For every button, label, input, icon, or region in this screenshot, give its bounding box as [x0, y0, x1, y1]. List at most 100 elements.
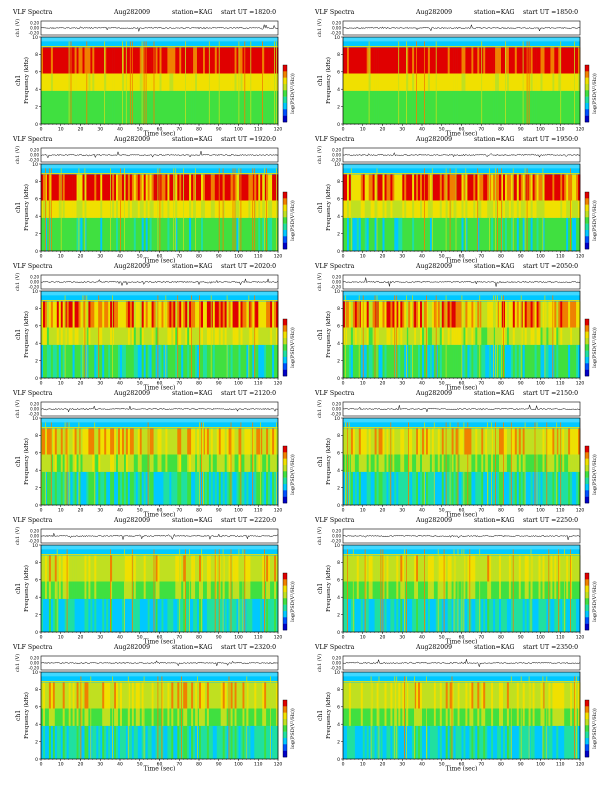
spectrum-cell: [104, 73, 107, 91]
spectrum-cell: [224, 200, 227, 218]
spectrum-cell: [414, 428, 417, 455]
spectrum-cell: [420, 327, 423, 345]
spectrum-cell: [56, 428, 60, 455]
spectrum-cell: [208, 174, 212, 201]
spectrum-cell: [512, 428, 516, 455]
spectrum-cell: [376, 471, 379, 505]
spectrum-cell: [467, 454, 470, 472]
spectrum-cell: [384, 344, 387, 378]
spectrum-cell: [68, 73, 71, 91]
spectrum-cell: [564, 471, 567, 505]
spectrum-cell: [362, 471, 366, 505]
spectrum-cell: [380, 581, 383, 599]
spectrum-cell: [236, 90, 239, 124]
band-top: [41, 37, 278, 42]
spectrum-cell: [431, 555, 435, 582]
time-tick-label: 80: [196, 508, 202, 514]
spectrum-cell: [203, 174, 206, 201]
spectrum-cell: [422, 73, 425, 91]
spectrum-cell: [240, 598, 243, 632]
spectrum-cell: [499, 581, 502, 599]
spectrum-cell: [510, 454, 514, 472]
spectrum-cell: [264, 174, 267, 201]
spectrum-cell: [520, 90, 524, 124]
spectrum-cell: [526, 73, 529, 91]
spectrum-cell: [106, 47, 109, 74]
spectrum-cell: [118, 217, 121, 251]
spectrum-cell: [356, 428, 360, 455]
spectrum-cell: [485, 555, 488, 582]
wave-axis-label: ch1 (V): [316, 400, 323, 418]
spectrum-cell: [64, 327, 67, 345]
spectrum-cell: [175, 344, 178, 378]
spectrum-cell: [100, 73, 103, 91]
spectrum-cell: [435, 598, 439, 632]
spectrum-cell: [534, 301, 537, 328]
spectrum-cell: [386, 200, 389, 218]
spectrum-cell: [461, 555, 464, 582]
spectrum-cell: [252, 555, 255, 582]
spectrum-cell: [238, 47, 241, 74]
spectrum-cell: [376, 344, 379, 378]
spectrum-cell: [149, 344, 152, 378]
spectrum-cell: [465, 47, 468, 74]
y-axis-label: Frequency (kHz): [23, 311, 30, 358]
spectrum-cell: [453, 428, 456, 455]
spectrum-cell: [48, 200, 52, 218]
sferic-streak: [48, 168, 50, 251]
spectrum-cell: [471, 327, 474, 345]
spectrum-cell: [122, 327, 125, 345]
freq-tick-label: 0: [35, 376, 38, 382]
spectrum-cell: [437, 327, 441, 345]
spectrum-cell: [352, 555, 356, 582]
spectrum-cell: [193, 555, 196, 582]
spectrum-cell: [145, 344, 148, 378]
time-tick-label: 40: [419, 254, 425, 260]
spectrum-cell: [240, 555, 243, 582]
spectrum-cell: [210, 47, 214, 74]
sferic-streak: [560, 41, 562, 124]
sferic-streak: [522, 41, 524, 124]
time-tick-label: 40: [117, 381, 123, 387]
spectrum-cell: [276, 327, 279, 345]
spectrum-cell: [276, 47, 279, 74]
spectrum-cell: [356, 454, 360, 472]
spectrum-cell: [416, 428, 419, 455]
spectrum-cell: [108, 581, 111, 599]
time-tick-label: 10: [58, 381, 64, 387]
spectrum-cell: [157, 200, 160, 218]
spectrum-cell: [574, 454, 577, 472]
spectrum-cell: [218, 327, 222, 345]
time-tick-label: 100: [234, 254, 243, 260]
spectrum-cell: [110, 581, 113, 599]
spectrum-cell: [266, 301, 269, 328]
spectrum-cell: [191, 598, 194, 632]
spectrum-cell: [497, 344, 500, 378]
spectrum-cell: [356, 344, 360, 378]
spectrum-cell: [354, 73, 358, 91]
spectrum-cell: [390, 581, 393, 599]
spectrum-cell: [108, 471, 111, 505]
spectrum-cell: [356, 90, 360, 124]
spectrum-cell: [216, 344, 220, 378]
spectrum-cell: [46, 581, 50, 599]
spectrum-cell: [242, 217, 245, 251]
colorbar-segment: [283, 223, 287, 231]
spectrum-cell: [88, 200, 91, 218]
spectrum-cell: [406, 327, 409, 345]
sferic-streak: [78, 422, 80, 505]
spectrum-cell: [449, 47, 452, 74]
spectrum-cell: [554, 327, 557, 345]
spectrum-cell: [497, 581, 500, 599]
spectrum-cell: [347, 200, 350, 218]
spectrum-cell: [408, 47, 411, 74]
spectrum-cell: [394, 581, 397, 599]
sferic-streak: [564, 549, 565, 632]
x-axis-label: Time (sec): [144, 131, 176, 137]
spectrum-cell: [424, 598, 427, 632]
spectrum-cell: [348, 454, 352, 472]
spectrum-cell: [382, 454, 385, 472]
spectrum-cell: [177, 174, 180, 201]
sferic-streak: [530, 549, 532, 632]
waveform-line: [342, 404, 581, 413]
